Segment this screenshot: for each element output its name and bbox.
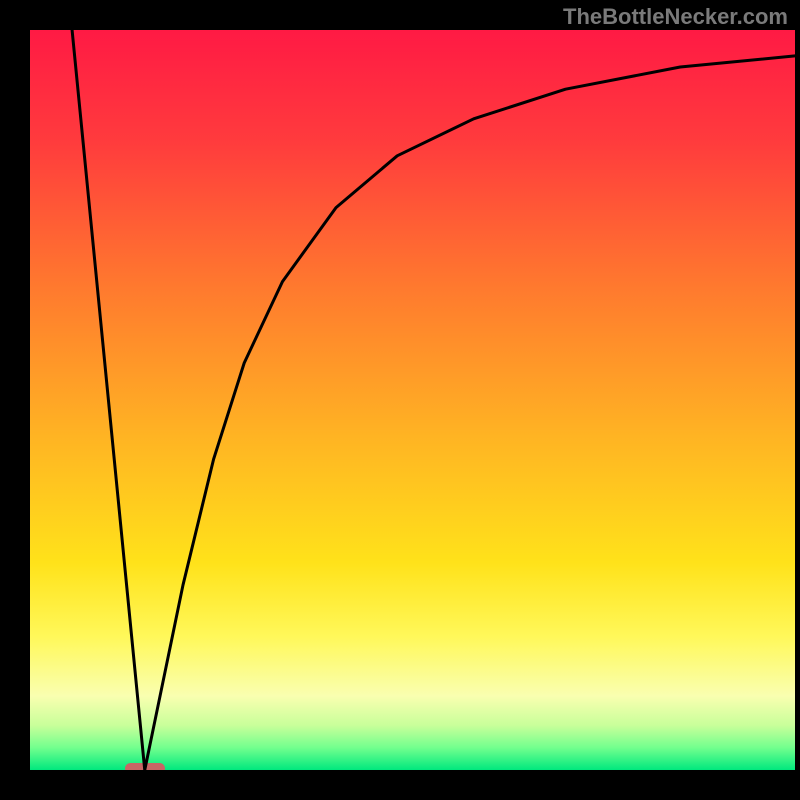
plot-area [30, 30, 795, 770]
watermark-text: TheBottleNecker.com [563, 4, 788, 30]
bottleneck-curve [30, 30, 795, 770]
curve-path [72, 30, 795, 770]
